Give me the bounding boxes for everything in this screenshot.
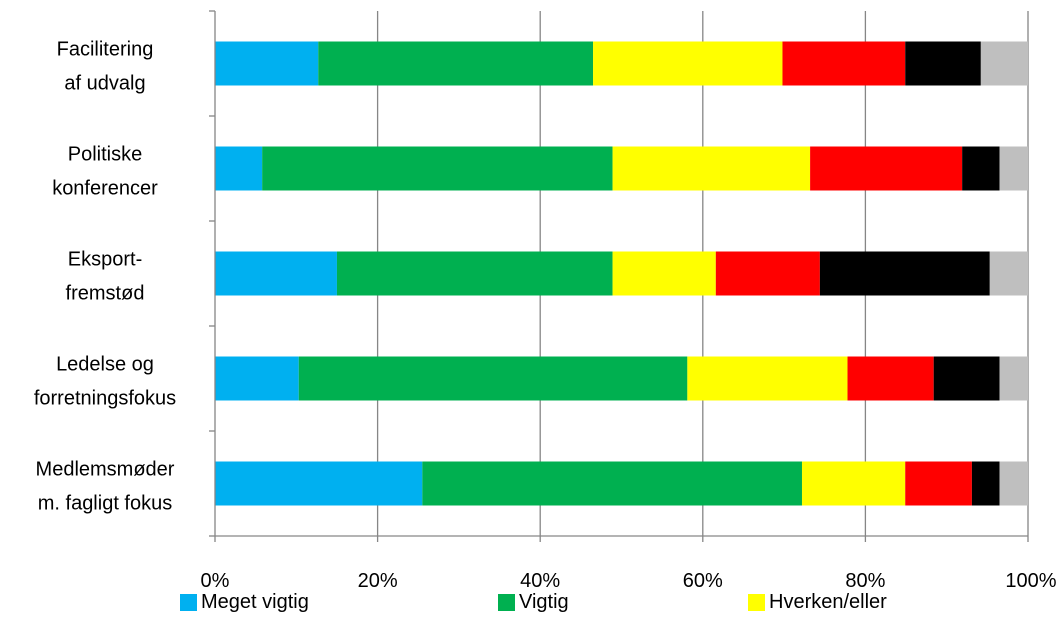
bar-segment — [298, 356, 688, 401]
bar-segment — [962, 146, 1000, 191]
bar-segment — [989, 251, 1028, 296]
bar-segment — [215, 356, 299, 401]
bar-segment — [819, 251, 990, 296]
legend-label: Meget vigtig — [201, 591, 309, 613]
bar-segment — [905, 461, 972, 506]
bar-segment — [215, 41, 319, 86]
legend-swatch — [180, 593, 197, 611]
bar-segment — [782, 41, 906, 86]
category-label-line: Medlemsmøder — [36, 459, 175, 481]
bar-segment — [262, 146, 613, 191]
bar-segment — [336, 251, 613, 296]
bar-segment — [847, 356, 934, 401]
legend-item: Meget vigtig — [180, 591, 309, 613]
bar-segment — [999, 146, 1028, 191]
x-tick-label: 100% — [1005, 570, 1056, 592]
category-label-line: konferencer — [52, 178, 158, 200]
x-tick-label: 20% — [358, 570, 398, 592]
bar-segment — [810, 146, 963, 191]
bar-segment — [593, 41, 783, 86]
category-label: Eksport-fremstød — [66, 249, 145, 305]
category-label-line: Facilitering — [57, 39, 154, 61]
category-label-line: af udvalg — [64, 73, 145, 95]
bars — [215, 41, 1028, 506]
category-label-line: Ledelse og — [56, 354, 154, 376]
bar-segment — [801, 461, 906, 506]
bar-segment — [612, 146, 811, 191]
legend-swatch — [498, 593, 515, 611]
legend-swatch — [748, 593, 765, 611]
axes — [209, 10, 1029, 542]
bar-segment — [215, 251, 337, 296]
category-label-line: Eksport- — [68, 249, 142, 271]
x-tick-label: 60% — [683, 570, 723, 592]
bar-segment — [933, 356, 1000, 401]
bar-segment — [318, 41, 594, 86]
bar-segment — [422, 461, 802, 506]
category-label-line: Politiske — [68, 144, 142, 166]
legend-label: Vigtig — [519, 591, 569, 613]
bar-segment — [687, 356, 848, 401]
legend-item: Hverken/eller — [748, 591, 887, 613]
category-label-line: fremstød — [66, 283, 145, 305]
bar-segment — [971, 461, 1000, 506]
legend-label: Hverken/eller — [769, 591, 887, 613]
legend-item: Vigtig — [498, 591, 569, 613]
legend: Meget vigtig Vigtig Hverken/eller — [0, 591, 1061, 617]
x-tick-label: 0% — [201, 570, 230, 592]
category-label: Facilitering af udvalg — [57, 39, 154, 95]
bar-segment — [215, 461, 423, 506]
x-tick-label: 80% — [845, 570, 885, 592]
category-label-line: forretningsfokus — [34, 388, 176, 410]
bar-segment — [999, 356, 1028, 401]
x-tick-label: 40% — [520, 570, 560, 592]
bar-segment — [905, 41, 981, 86]
bar-segment — [999, 461, 1028, 506]
category-label: Ledelse og forretningsfokus — [34, 354, 176, 410]
bar-segment — [715, 251, 820, 296]
category-label-line: m. fagligt fokus — [38, 493, 173, 515]
category-label: Politiske konferencer — [52, 144, 158, 200]
category-labels: Facilitering af udvalg Politiske konference… — [34, 39, 176, 515]
x-tick-labels: 0% 20% 40% 60% 80% 100% — [201, 570, 1057, 592]
bar-segment — [980, 41, 1028, 86]
bar-segment — [612, 251, 716, 296]
bar-segment — [215, 146, 263, 191]
category-label: Medlemsmøder m. fagligt fokus — [36, 459, 175, 515]
